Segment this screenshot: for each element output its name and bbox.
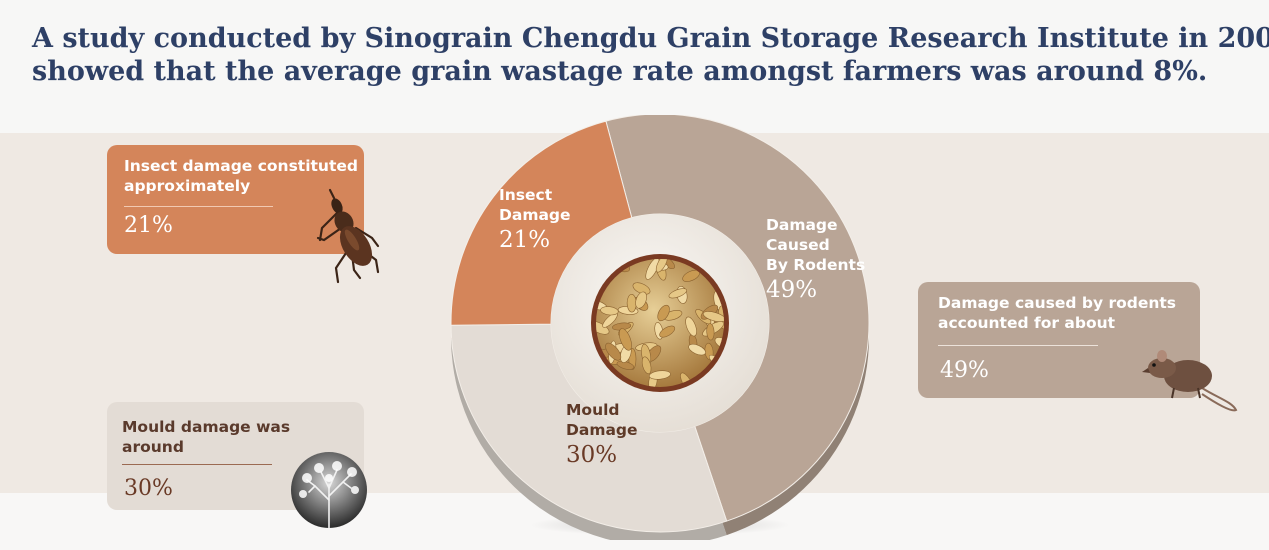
rodent-card-divider <box>938 345 1098 346</box>
grain-kernel <box>618 328 632 351</box>
slice-name-mould-1: Mould <box>566 401 620 419</box>
mould-card-label: Mould damage was around <box>122 418 291 456</box>
mould-micrograph-icon <box>291 452 367 528</box>
grain-kernel <box>600 306 619 316</box>
slice-name-rodents-3: By Rodents <box>766 256 866 274</box>
grain-kernel <box>659 325 676 338</box>
rodent-card-value: 49% <box>940 358 989 383</box>
grain-kernel <box>641 356 652 375</box>
page-title: A study conducted by Sinograin Chengdu G… <box>32 22 1269 88</box>
slice-value-insect: 21% <box>499 227 551 253</box>
slice-label-insect: Insect Damage <box>499 185 571 225</box>
slice-label-mould: Mould Damage <box>566 400 638 440</box>
insect-card-label: Insect damage constituted approximately <box>124 157 358 195</box>
title-line-2: showed that the average grain wastage ra… <box>32 56 1208 87</box>
slice-value-rodents: 49% <box>766 277 818 303</box>
grain-kernel <box>685 316 697 337</box>
slice-name-insect-2: Damage <box>499 206 571 224</box>
grain-kernel <box>632 282 651 295</box>
grain-kernel <box>706 323 715 341</box>
grain-kernel <box>626 294 637 313</box>
slice-name-mould-2: Damage <box>566 421 638 439</box>
mould-card-value: 30% <box>124 476 173 501</box>
rodent-damage-card: Damage caused by rodents accounted for a… <box>918 282 1200 398</box>
slice-name-rodents-2: Caused <box>766 236 830 254</box>
grain-kernel <box>688 343 706 356</box>
grain-kernel <box>657 304 670 322</box>
grain-kernel <box>668 288 687 299</box>
rat-icon <box>1142 350 1238 412</box>
grain-kernel <box>635 291 647 309</box>
slice-label-rodents: Damage Caused By Rodents <box>766 215 865 275</box>
rodent-card-label: Damage caused by rodents accounted for a… <box>938 294 1177 332</box>
grain-kernel <box>648 370 671 380</box>
slice-name-insect-1: Insect <box>499 186 553 204</box>
mould-card-divider <box>122 464 272 465</box>
slice-name-rodents-1: Damage <box>766 216 838 234</box>
title-line-1: A study conducted by Sinograin Chengdu G… <box>32 23 1269 54</box>
grain-kernel <box>702 311 724 323</box>
grain-kernel <box>605 342 622 361</box>
donut-chart <box>450 115 870 540</box>
grain-kernel <box>655 259 668 273</box>
insect-card-value: 21% <box>124 213 173 238</box>
insect-card-divider <box>124 206 273 207</box>
weevil-icon <box>316 188 380 284</box>
slice-value-mould: 30% <box>566 442 618 468</box>
